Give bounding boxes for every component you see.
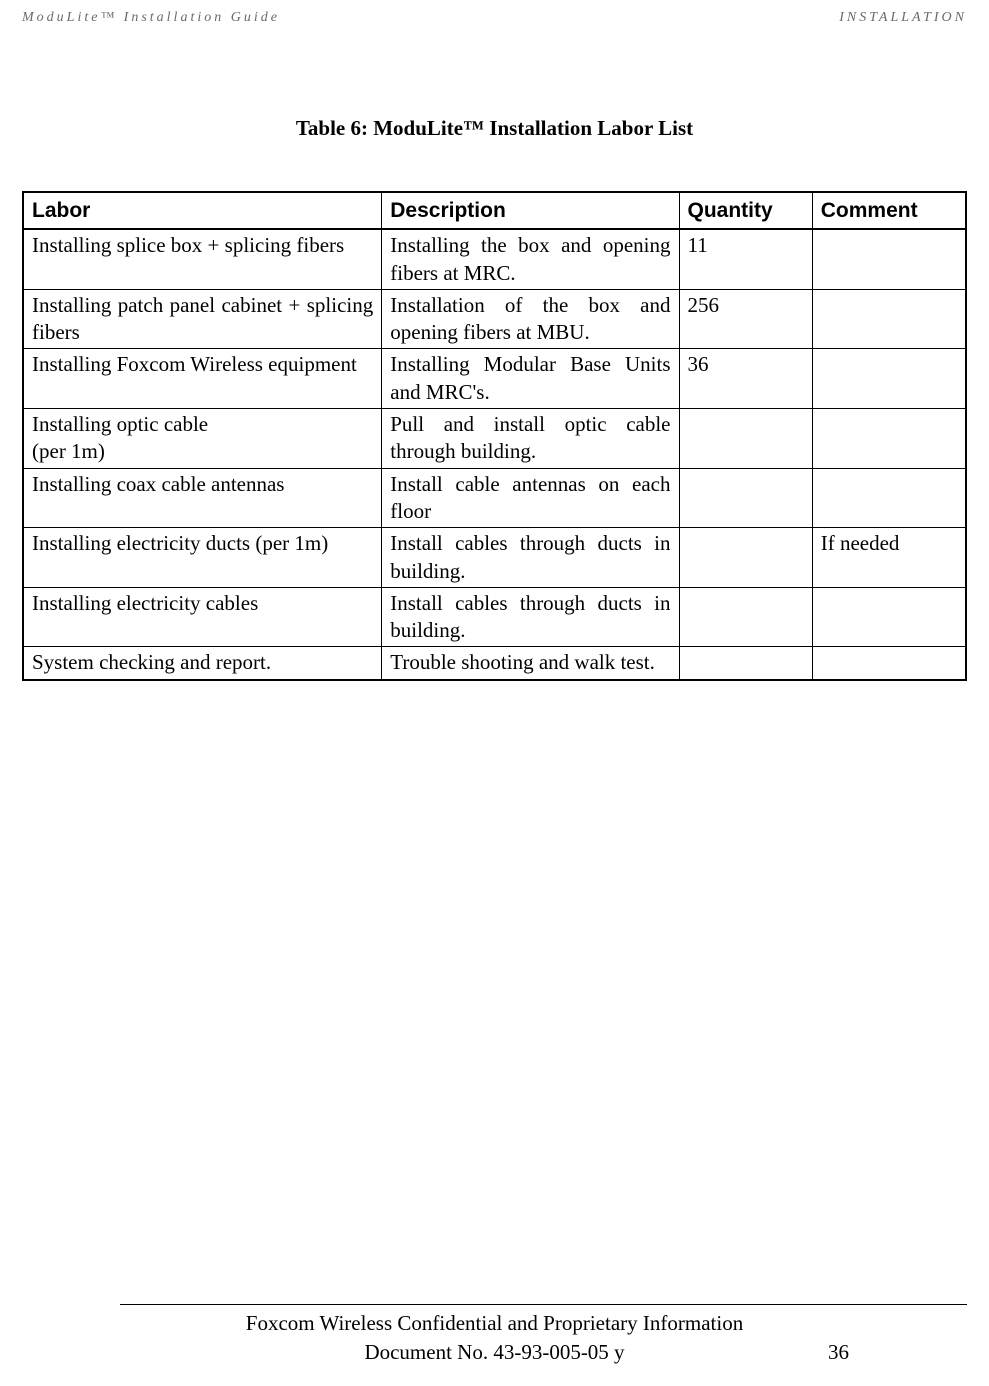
footer-line1: Foxcom Wireless Confidential and Proprie…	[0, 1309, 989, 1337]
cell-labor: System checking and report.	[23, 647, 382, 680]
cell-comment	[812, 289, 966, 349]
cell-labor: Installing electricity cables	[23, 587, 382, 647]
table-caption: Table 6: ModuLite™ Installation Labor Li…	[22, 116, 967, 141]
cell-labor: Installing electricity ducts (per 1m)	[23, 528, 382, 588]
cell-quantity: 256	[679, 289, 812, 349]
labor-table: Labor Description Quantity Comment Insta…	[22, 191, 967, 681]
th-description: Description	[382, 192, 679, 229]
cell-labor: Installing coax cable antennas	[23, 468, 382, 528]
header-left: ModuLite™ Installation Guide	[22, 10, 280, 26]
cell-description: Installation of the box and opening fibe…	[382, 289, 679, 349]
table-row: Installing Foxcom Wireless equipment Ins…	[23, 349, 966, 409]
cell-description: Installing the box and opening fibers at…	[382, 229, 679, 289]
cell-description: Installing Modular Base Units and MRC's.	[382, 349, 679, 409]
cell-labor: Installing splice box + splicing fibers	[23, 229, 382, 289]
cell-quantity	[679, 409, 812, 469]
cell-quantity: 11	[679, 229, 812, 289]
header-right: INSTALLATION	[839, 10, 967, 26]
cell-quantity: 36	[679, 349, 812, 409]
cell-comment	[812, 409, 966, 469]
table-row: Installing patch panel cabinet + splicin…	[23, 289, 966, 349]
th-quantity: Quantity	[679, 192, 812, 229]
cell-comment	[812, 587, 966, 647]
page-number: 36	[828, 1338, 849, 1366]
table-row: Installing electricity cables Install ca…	[23, 587, 966, 647]
cell-comment: If needed	[812, 528, 966, 588]
cell-description: Trouble shooting and walk test.	[382, 647, 679, 680]
cell-labor: Installing patch panel cabinet + splicin…	[23, 289, 382, 349]
footer-line2: Document No. 43-93-005-05 y	[364, 1340, 624, 1364]
table-row: System checking and report. Trouble shoo…	[23, 647, 966, 680]
footer-divider	[120, 1304, 967, 1305]
cell-quantity	[679, 587, 812, 647]
cell-description: Pull and install optic cable through bui…	[382, 409, 679, 469]
table-row: Installing splice box + splicing fibers …	[23, 229, 966, 289]
cell-comment	[812, 349, 966, 409]
table-row: Installing coax cable antennas Install c…	[23, 468, 966, 528]
cell-comment	[812, 229, 966, 289]
th-comment: Comment	[812, 192, 966, 229]
cell-comment	[812, 647, 966, 680]
cell-description: Install cables through ducts in building…	[382, 528, 679, 588]
table-row: Installing electricity ducts (per 1m) In…	[23, 528, 966, 588]
cell-quantity	[679, 528, 812, 588]
th-labor: Labor	[23, 192, 382, 229]
cell-quantity	[679, 468, 812, 528]
cell-description: Install cables through ducts in building…	[382, 587, 679, 647]
table-row: Installing optic cable(per 1m) Pull and …	[23, 409, 966, 469]
cell-comment	[812, 468, 966, 528]
cell-quantity	[679, 647, 812, 680]
cell-labor: Installing Foxcom Wireless equipment	[23, 349, 382, 409]
cell-description: Install cable antennas on each floor	[382, 468, 679, 528]
cell-labor: Installing optic cable(per 1m)	[23, 409, 382, 469]
